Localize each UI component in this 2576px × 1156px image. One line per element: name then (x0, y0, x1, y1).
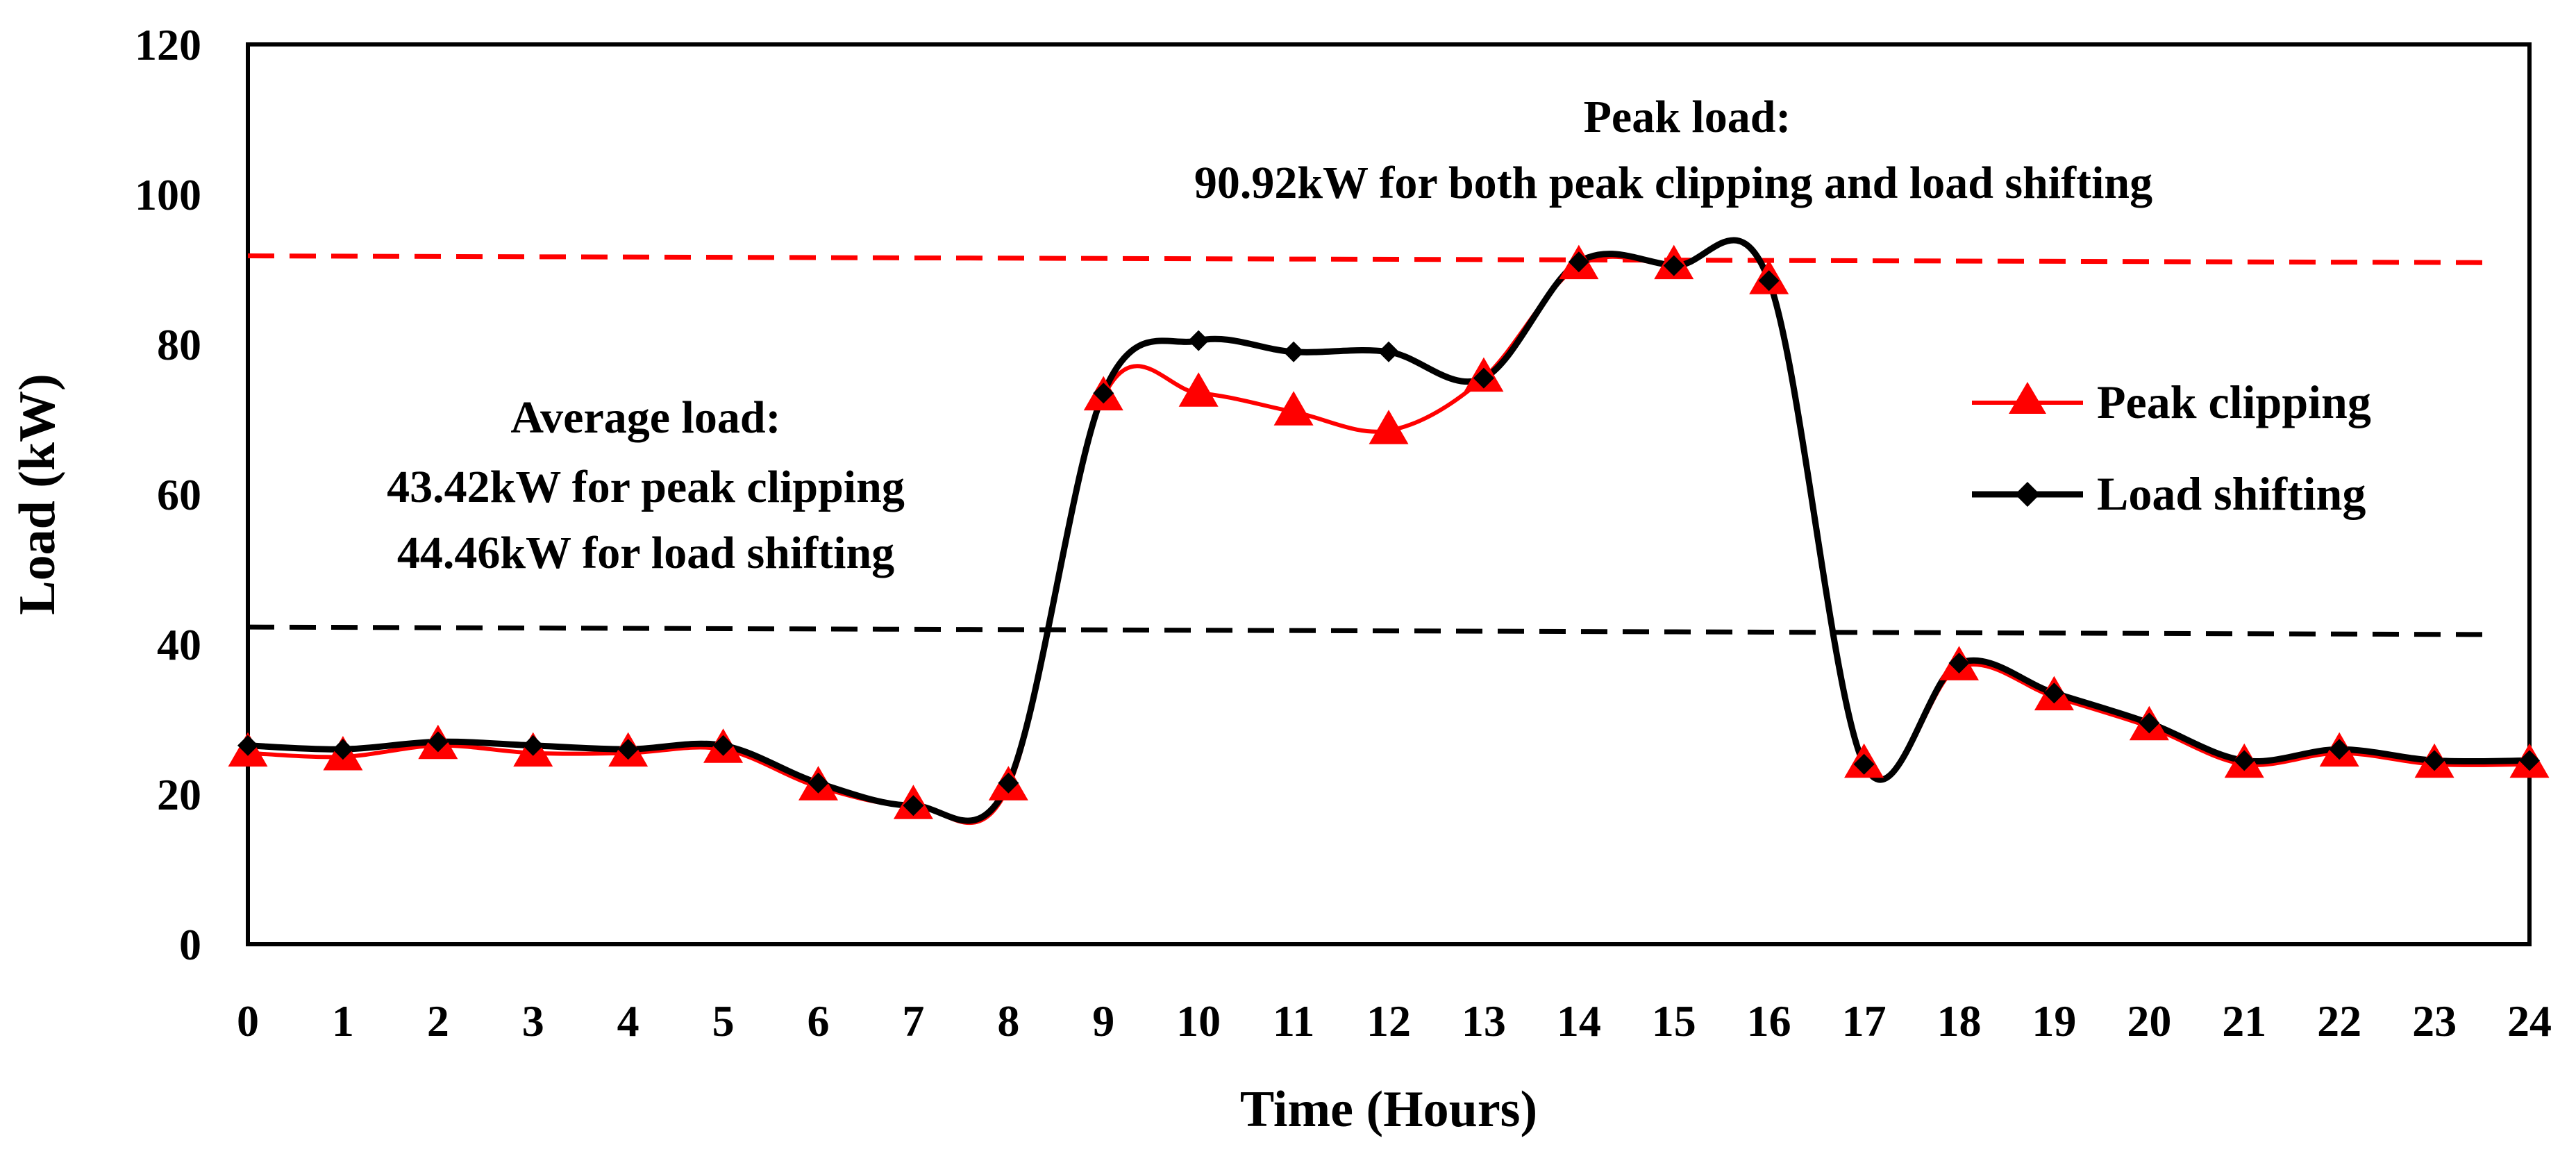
peak-load-reference-line (247, 253, 2495, 265)
load-shifting-point (237, 735, 258, 756)
load-shifting-point (1093, 383, 1114, 404)
average-load-reference-line (247, 624, 2495, 637)
load-shifting-point (1473, 367, 1494, 389)
load-shifting-point (2139, 712, 2160, 734)
load-shifting-point (808, 772, 829, 794)
legend-peak-clipping-label: Peak clipping (2097, 376, 2371, 428)
plot-area-frame (246, 42, 2532, 946)
peak-clipping-point (1273, 391, 1314, 426)
x-tick-label: 24 (2507, 996, 2552, 1046)
x-tick-label: 6 (808, 996, 830, 1046)
x-tick-label: 8 (997, 996, 1019, 1046)
average-load-annotation-load-shifting: 44.46kW for load shifting (397, 528, 894, 578)
x-tick-label: 23 (2412, 996, 2457, 1046)
x-tick-label: 13 (1462, 996, 1506, 1046)
peak-clipping-point (1369, 410, 1409, 444)
y-tick-label: 100 (135, 170, 201, 219)
x-tick-label: 2 (427, 996, 449, 1046)
load-shifting-point (2329, 739, 2350, 760)
peak-load-annotation-value: 90.92kW for both peak clipping and load … (1194, 158, 2152, 208)
average-load-annotation-peak-clipping: 43.42kW for peak clipping (387, 462, 905, 512)
load-shifting-point (2234, 750, 2255, 771)
load-shifting-point (332, 739, 353, 760)
x-tick-label: 9 (1092, 996, 1114, 1046)
series-peak-clipping-line (247, 237, 2530, 825)
x-tick-label: 17 (1842, 996, 1887, 1046)
legend: Peak clipping Load shifting (1972, 376, 2371, 520)
y-axis-title: Load (kW) (9, 374, 66, 614)
x-tick-label: 3 (522, 996, 544, 1046)
x-tick-label: 19 (2032, 996, 2076, 1046)
y-axis-ticks: 0 20 40 60 80 100 120 (135, 20, 201, 969)
load-shifting-point (2043, 682, 2065, 704)
x-tick-label: 12 (1366, 996, 1411, 1046)
x-tick-label: 4 (617, 996, 639, 1046)
load-shifting-point (712, 735, 734, 756)
load-shifting-point (1758, 270, 1780, 292)
x-axis-ticks: 0 1 2 3 4 5 6 7 8 9 10 11 12 13 14 15 16 17 18 19 20 21 22 23 24 (237, 996, 2552, 1046)
load-shifting-point (1283, 341, 1305, 362)
peak-clipping-point (1178, 372, 1219, 407)
load-shifting-point (903, 795, 924, 816)
x-tick-label: 15 (1652, 996, 1696, 1046)
x-tick-label: 7 (902, 996, 924, 1046)
y-tick-label: 60 (157, 470, 201, 519)
load-shifting-point (617, 739, 639, 760)
load-shifting-point (1188, 330, 1210, 351)
load-shifting-point (1853, 753, 1875, 775)
x-tick-label: 16 (1747, 996, 1791, 1046)
x-axis-title: Time (Hours) (1240, 1081, 1537, 1138)
y-tick-label: 0 (179, 920, 201, 969)
series-layer (228, 237, 2550, 825)
y-tick-label: 20 (157, 770, 201, 819)
x-tick-label: 1 (332, 996, 354, 1046)
peak-load-annotation-title: Peak load: (1584, 92, 1791, 142)
x-tick-label: 10 (1176, 996, 1221, 1046)
load-shifting-point (1378, 341, 1399, 362)
x-tick-label: 0 (237, 996, 259, 1046)
x-tick-label: 14 (1557, 996, 1601, 1046)
load-shifting-point (2424, 750, 2445, 771)
load-shifting-point (1568, 251, 1589, 273)
average-load-annotation-title: Average load: (510, 392, 780, 443)
legend-load-shifting-label: Load shifting (2097, 467, 2366, 520)
load-shifting-point (1663, 255, 1684, 276)
series-load-shifting-line (247, 237, 2530, 824)
legend-peak-clipping-marker (2009, 382, 2046, 414)
y-tick-label: 120 (135, 20, 201, 69)
x-tick-label: 18 (1937, 996, 1982, 1046)
x-tick-label: 5 (712, 996, 735, 1046)
load-shifting-point (1948, 653, 1970, 673)
x-tick-label: 22 (2317, 996, 2361, 1046)
y-tick-label: 40 (157, 620, 201, 669)
x-tick-label: 21 (2222, 996, 2266, 1046)
load-shifting-point (998, 772, 1019, 794)
x-tick-label: 11 (1273, 996, 1314, 1046)
load-shifting-point (522, 735, 544, 756)
legend-load-shifting-marker (2015, 482, 2040, 507)
load-shifting-point (2519, 750, 2540, 771)
x-tick-label: 20 (2127, 996, 2171, 1046)
load-shifting-point (427, 731, 449, 753)
y-tick-label: 80 (157, 320, 201, 369)
